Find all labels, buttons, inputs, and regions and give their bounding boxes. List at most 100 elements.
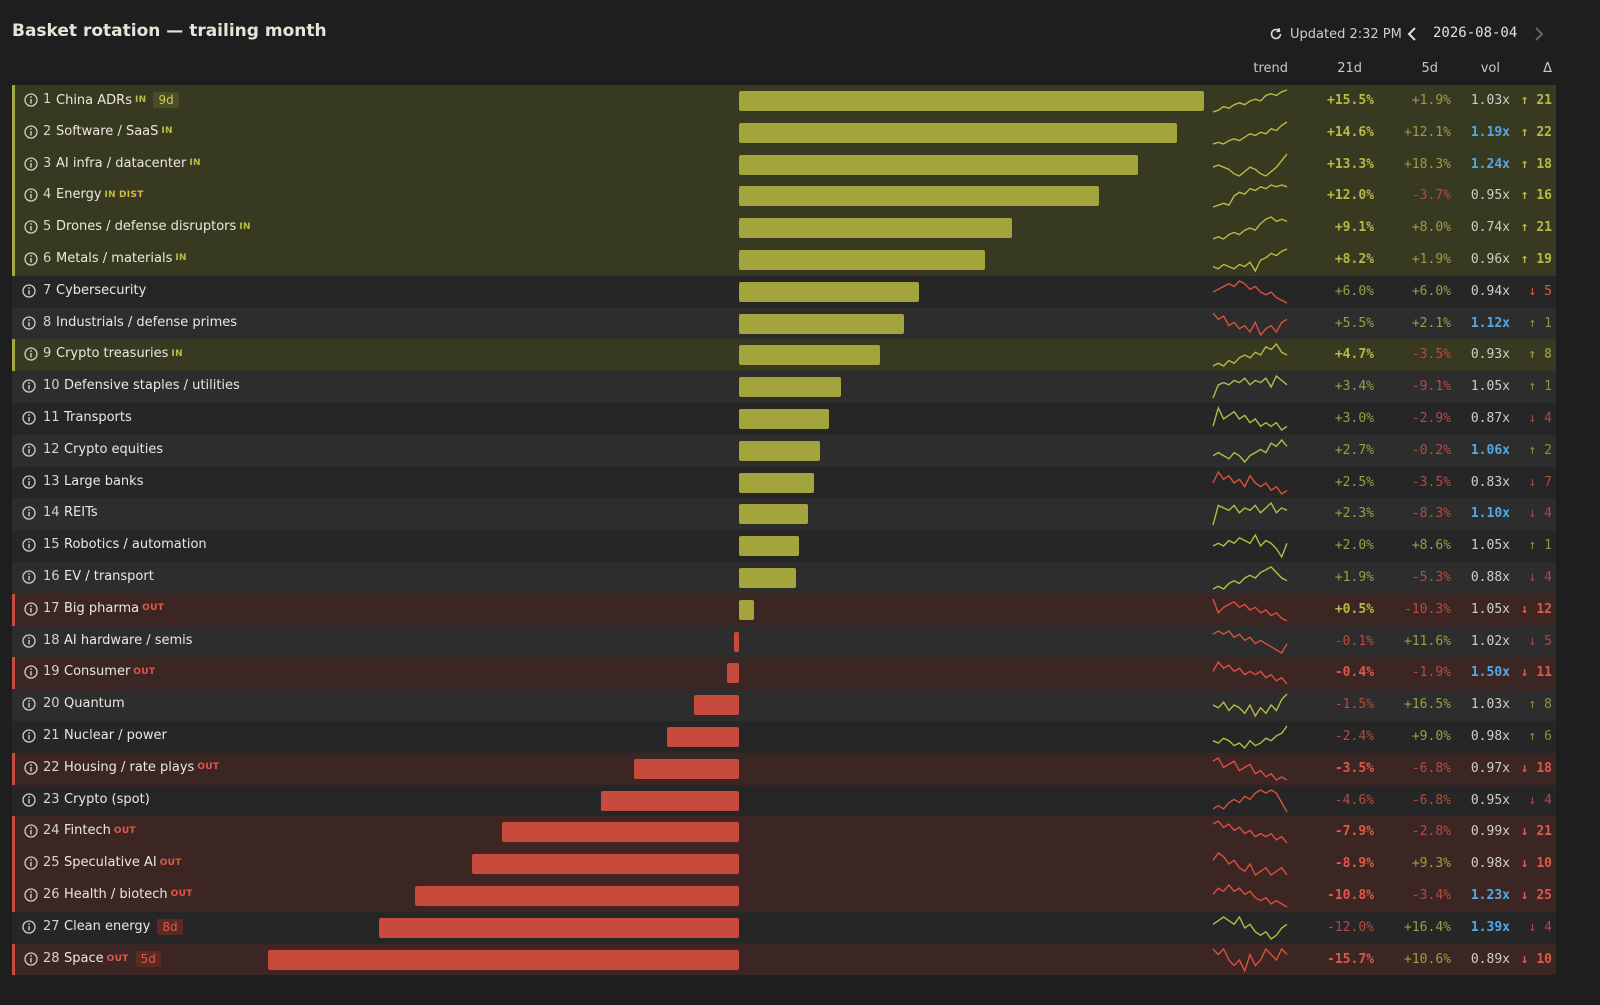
table-row[interactable]: 23 Crypto (spot) -4.6% -6.8% 0.95x ↓ 4: [12, 784, 1556, 817]
info-icon[interactable]: [22, 506, 36, 521]
table-row[interactable]: 14 REITs +2.3% -8.3% 1.10x ↓ 4: [12, 498, 1556, 531]
basket-name[interactable]: Defensive staples / utilities: [64, 378, 240, 393]
basket-name[interactable]: Clean energy 8d: [64, 918, 183, 935]
basket-name[interactable]: Space OUT 5d: [64, 950, 161, 967]
table-row[interactable]: 5 Drones / defense disruptors IN +9.1% +8.0%…: [12, 212, 1556, 244]
info-icon[interactable]: [22, 538, 36, 552]
table-row[interactable]: 1 China ADRs IN 9d +15.5% +1.9% 1.03x ↑ 21: [12, 85, 1556, 117]
info-icon[interactable]: [24, 602, 38, 616]
refresh-button[interactable]: Updated 2:32 PM: [1268, 26, 1402, 42]
basket-name[interactable]: Large banks: [64, 474, 143, 489]
table-row[interactable]: 26 Health / biotech OUT -10.8% -3.4% 1.23x ↓ 2…: [12, 879, 1556, 912]
return-21d: +2.0%: [1334, 538, 1374, 554]
chevron-right-icon[interactable]: [1530, 24, 1548, 44]
table-row[interactable]: 3 AI infra / datacenter IN +13.3% +18.3% 1.24…: [12, 148, 1556, 181]
table-row[interactable]: 25 Speculative AI OUT -8.9% +9.3% 0.98x ↓ 10: [12, 848, 1556, 880]
col-21d: 21d: [1337, 61, 1362, 76]
info-icon[interactable]: [22, 792, 36, 807]
table-row[interactable]: 13 Large banks +2.5% -3.5% 0.83x ↓ 7: [12, 466, 1556, 499]
table-row[interactable]: 6 Metals / materials IN +8.2% +1.9% 0.96x ↑ 19: [12, 243, 1556, 276]
basket-name[interactable]: REITs: [64, 505, 98, 520]
basket-name[interactable]: EV / transport: [64, 569, 154, 584]
basket-name[interactable]: Cybersecurity: [56, 283, 146, 298]
basket-name[interactable]: Housing / rate plays OUT: [64, 760, 219, 775]
basket-label: Speculative AI: [64, 855, 157, 871]
info-icon[interactable]: [24, 856, 38, 870]
table-row[interactable]: 15 Robotics / automation +2.0% +8.6% 1.05x ↑ …: [12, 530, 1556, 562]
info-icon[interactable]: [24, 188, 38, 203]
info-icon[interactable]: [24, 824, 38, 838]
info-icon[interactable]: [22, 633, 36, 648]
table-row[interactable]: 4 Energy IN DIST +12.0% -3.7% 0.95x ↑ 16: [12, 180, 1556, 213]
basket-name[interactable]: Transports: [64, 410, 132, 425]
basket-name[interactable]: Consumer OUT: [64, 664, 155, 679]
info-icon[interactable]: [24, 220, 38, 234]
table-row[interactable]: 10 Defensive staples / utilities +3.4% -9.1…: [12, 371, 1556, 403]
basket-name[interactable]: Robotics / automation: [64, 537, 207, 552]
basket-label: Software / SaaS: [56, 123, 159, 139]
info-icon[interactable]: [22, 284, 36, 298]
return-bar: [739, 281, 919, 302]
basket-name[interactable]: China ADRs IN 9d: [56, 92, 179, 108]
table-row[interactable]: 24 Fintech OUT -7.9% -2.8% 0.99x ↓ 21: [12, 816, 1556, 849]
table-row[interactable]: 9 Crypto treasuries IN +4.7% -3.5% 0.93x ↑ 8: [12, 339, 1556, 372]
info-icon[interactable]: [24, 761, 38, 775]
info-icon[interactable]: [22, 379, 36, 393]
basket-name[interactable]: Software / SaaS IN: [56, 124, 173, 139]
basket-name[interactable]: Quantum: [64, 696, 125, 711]
basket-name[interactable]: Nuclear / power: [64, 728, 167, 743]
info-icon[interactable]: [22, 570, 36, 584]
table-row[interactable]: 16 EV / transport +1.9% -5.3% 0.88x ↓ 4: [12, 561, 1556, 594]
info-icon[interactable]: [22, 474, 36, 489]
table-row[interactable]: 27 Clean energy 8d -12.0% +16.4% 1.39x ↓ 4: [12, 911, 1556, 944]
trend-sparkline: [1212, 216, 1288, 240]
chevron-left-icon[interactable]: [1404, 24, 1422, 44]
basket-name[interactable]: Crypto equities: [64, 442, 163, 457]
volume-ratio: 0.83x: [1470, 474, 1510, 490]
table-row[interactable]: 2 Software / SaaS IN +14.6% +12.1% 1.19x ↑ 22: [12, 116, 1556, 149]
trend-sparkline: [1212, 852, 1288, 877]
info-icon[interactable]: [24, 665, 38, 679]
table-row[interactable]: 28 Space OUT 5d -15.7% +10.6% 0.89x ↓ 10: [12, 943, 1556, 976]
table-row[interactable]: 18 AI hardware / semis -0.1% +11.6% 1.02x ↓ 5: [12, 625, 1556, 658]
info-icon[interactable]: [22, 729, 36, 743]
trend-sparkline: [1212, 184, 1288, 209]
rank-number: 6: [43, 250, 52, 266]
info-icon[interactable]: [24, 93, 38, 107]
info-icon[interactable]: [22, 697, 36, 711]
info-icon[interactable]: [24, 125, 38, 139]
rank-number: 22: [43, 759, 60, 775]
info-icon[interactable]: [22, 315, 36, 330]
table-row[interactable]: 11 Transports +3.0% -2.9% 0.87x ↓ 4: [12, 402, 1556, 435]
basket-name[interactable]: AI hardware / semis: [64, 633, 193, 648]
info-icon[interactable]: [24, 951, 38, 966]
basket-name[interactable]: Industrials / defense primes: [56, 315, 237, 330]
info-icon[interactable]: [22, 411, 36, 425]
return-21d: +8.2%: [1334, 251, 1374, 267]
info-icon[interactable]: [24, 252, 38, 266]
info-icon[interactable]: [22, 920, 36, 934]
info-icon[interactable]: [24, 347, 38, 362]
basket-name[interactable]: Energy IN DIST: [56, 187, 144, 202]
basket-name[interactable]: Drones / defense disruptors IN: [56, 219, 251, 234]
info-icon[interactable]: [22, 443, 36, 457]
basket-name[interactable]: Crypto treasuries IN: [56, 346, 183, 361]
info-icon[interactable]: [24, 888, 38, 902]
basket-name[interactable]: Metals / materials IN: [56, 251, 187, 266]
basket-name[interactable]: Fintech OUT: [64, 823, 136, 838]
basket-name[interactable]: Crypto (spot): [64, 792, 150, 807]
return-5d: +10.6%: [1404, 951, 1451, 967]
table-row[interactable]: 17 Big pharma OUT +0.5% -10.3% 1.05x ↓ 12: [12, 593, 1556, 626]
basket-name[interactable]: Big pharma OUT: [64, 601, 164, 616]
basket-name[interactable]: AI infra / datacenter IN: [56, 156, 201, 171]
table-row[interactable]: 12 Crypto equities +2.7% -0.2% 1.06x ↑ 2: [12, 434, 1556, 467]
table-row[interactable]: 7 Cybersecurity +6.0% +6.0% 0.94x ↓ 5: [12, 275, 1556, 308]
table-row[interactable]: 8 Industrials / defense primes +5.5% +2.1% 1…: [12, 307, 1556, 340]
basket-name[interactable]: Health / biotech OUT: [64, 887, 193, 902]
table-row[interactable]: 22 Housing / rate plays OUT -3.5% -6.8% 0.97x…: [12, 752, 1556, 785]
table-row[interactable]: 21 Nuclear / power -2.4% +9.0% 0.98x ↑ 6: [12, 720, 1556, 753]
table-row[interactable]: 19 Consumer OUT -0.4% -1.9% 1.50x ↓ 11: [12, 657, 1556, 690]
basket-name[interactable]: Speculative AI OUT: [64, 855, 182, 870]
info-icon[interactable]: [24, 156, 38, 171]
table-row[interactable]: 20 Quantum -1.5% +16.5% 1.03x ↑ 8: [12, 689, 1556, 721]
